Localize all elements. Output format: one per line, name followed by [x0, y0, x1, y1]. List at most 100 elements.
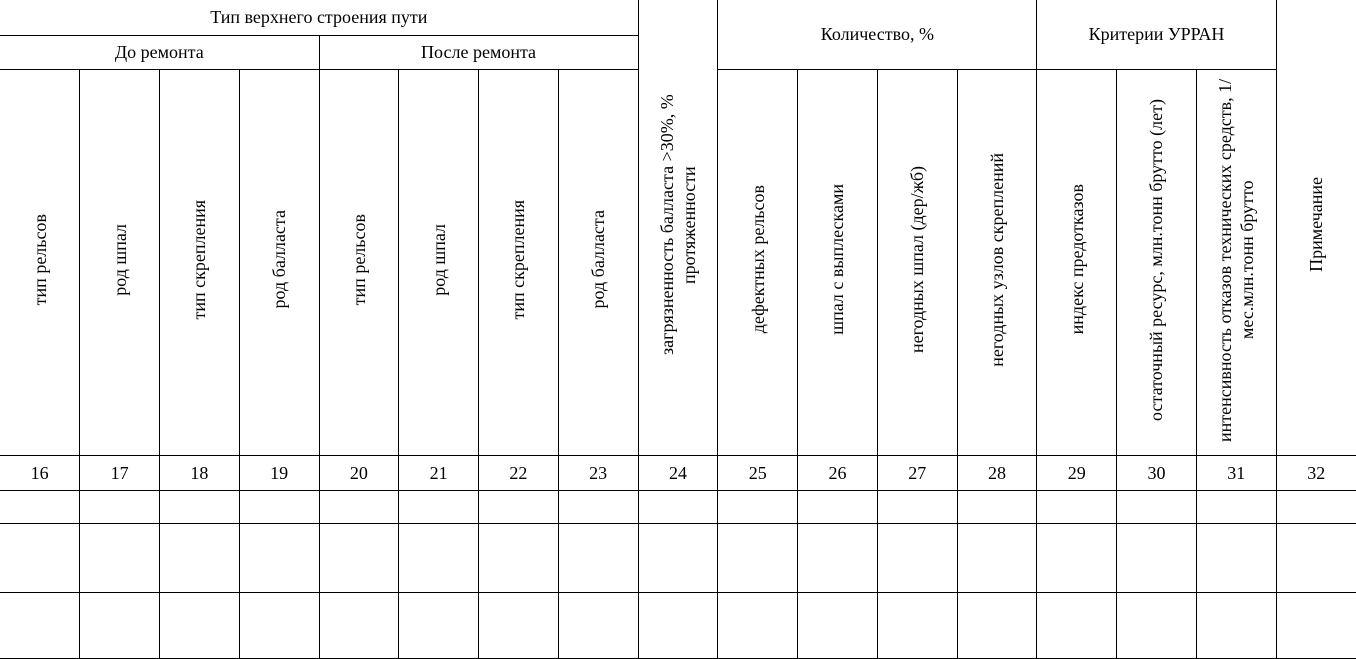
column-number: 27 — [876, 454, 958, 491]
empty-cell — [637, 522, 719, 593]
empty-cell — [238, 591, 320, 659]
column-label: шпал с выплесками — [827, 184, 848, 335]
column-cell: негодных шпал (дер/жб) — [876, 68, 958, 456]
column-number: 21 — [398, 454, 479, 491]
empty-cell — [557, 522, 639, 593]
empty-cell — [478, 489, 559, 524]
empty-cell — [797, 591, 878, 659]
group-title: Количество, % — [717, 0, 1038, 70]
empty-cell — [159, 522, 240, 593]
column-number: 17 — [79, 454, 160, 491]
empty-cell — [318, 591, 400, 659]
empty-cell — [0, 489, 81, 524]
column-label: негодных узлов скреплений — [986, 152, 1007, 367]
column-label: тип скрепления — [189, 199, 210, 320]
column-cell: род шпал — [79, 68, 160, 456]
column-cell: остаточный ресурс, млн.тонн брутто (лет) — [1116, 68, 1197, 456]
empty-cell — [398, 522, 479, 593]
empty-cell — [717, 522, 799, 593]
note-cell: Примечание — [1275, 0, 1356, 456]
column-label: род шпал — [109, 223, 130, 296]
column-cell: род шпал — [398, 68, 479, 456]
empty-cell — [79, 591, 160, 659]
column-cell: тип скрепления — [478, 68, 559, 456]
contamination-cell: загрязненность балласта >30%, % протяжен… — [637, 0, 719, 456]
column-label: негодных шпал (дер/жб) — [907, 165, 928, 354]
group-title: Тип верхнего строения пути — [0, 0, 639, 36]
column-cell: шпал с выплесками — [797, 68, 878, 456]
empty-cell — [1275, 591, 1356, 659]
column-label: дефектных рельсов — [747, 185, 768, 334]
empty-cell — [1275, 489, 1356, 524]
empty-cell — [717, 489, 799, 524]
column-label: индекс предотказов — [1066, 184, 1087, 335]
group-title: Критерии УРРАН — [1036, 0, 1277, 70]
column-cell: индекс предотказов — [1036, 68, 1118, 456]
empty-cell — [557, 489, 639, 524]
empty-cell — [1195, 489, 1277, 524]
column-cell: интенсивность отказов технических средст… — [1195, 68, 1277, 456]
column-number: 20 — [318, 454, 400, 491]
column-cell: дефектных рельсов — [717, 68, 799, 456]
column-number: 18 — [159, 454, 240, 491]
empty-cell — [956, 489, 1038, 524]
empty-cell — [1195, 522, 1277, 593]
column-number: 32 — [1275, 454, 1356, 491]
empty-cell — [398, 591, 479, 659]
empty-cell — [876, 489, 958, 524]
empty-cell — [1275, 522, 1356, 593]
empty-cell — [1195, 591, 1277, 659]
empty-cell — [876, 522, 958, 593]
group-title: После ремонта — [318, 34, 639, 70]
empty-cell — [1116, 591, 1197, 659]
column-number: 31 — [1195, 454, 1277, 491]
empty-cell — [478, 522, 559, 593]
column-label: Примечание — [1306, 177, 1327, 273]
column-number: 25 — [717, 454, 799, 491]
empty-cell — [0, 522, 81, 593]
empty-cell — [1116, 489, 1197, 524]
group-title: До ремонта — [0, 34, 320, 70]
column-cell: тип скрепления — [159, 68, 240, 456]
empty-cell — [956, 522, 1038, 593]
column-number: 28 — [956, 454, 1038, 491]
empty-cell — [637, 489, 719, 524]
column-label: тип рельсов — [29, 213, 50, 306]
empty-cell — [159, 591, 240, 659]
empty-cell — [717, 591, 799, 659]
empty-cell — [1036, 522, 1118, 593]
column-label: остаточный ресурс, млн.тонн брутто (лет) — [1146, 98, 1167, 421]
empty-cell — [159, 489, 240, 524]
empty-cell — [876, 591, 958, 659]
column-number: 24 — [637, 454, 719, 491]
column-number: 23 — [557, 454, 639, 491]
column-number: 29 — [1036, 454, 1118, 491]
column-number: 22 — [478, 454, 559, 491]
column-label: загрязненность балласта >30%, % протяжен… — [656, 94, 699, 356]
empty-cell — [238, 522, 320, 593]
column-number: 16 — [0, 454, 81, 491]
column-number: 26 — [797, 454, 878, 491]
empty-cell — [79, 489, 160, 524]
empty-cell — [0, 591, 81, 659]
column-cell: негодных узлов скреплений — [956, 68, 1038, 456]
empty-cell — [956, 591, 1038, 659]
column-label: род шпал — [428, 223, 449, 296]
empty-cell — [318, 489, 400, 524]
column-label: тип скрепления — [508, 199, 529, 320]
empty-cell — [1116, 522, 1197, 593]
empty-cell — [478, 591, 559, 659]
empty-cell — [1036, 489, 1118, 524]
empty-cell — [238, 489, 320, 524]
empty-cell — [557, 591, 639, 659]
column-cell: род балласта — [557, 68, 639, 456]
column-cell: тип рельсов — [0, 68, 81, 456]
column-label: род балласта — [269, 210, 290, 309]
column-label: тип рельсов — [348, 213, 369, 306]
column-cell: род балласта — [238, 68, 320, 456]
column-label: интенсивность отказов технических средст… — [1215, 77, 1258, 442]
column-label: род балласта — [588, 210, 609, 309]
empty-cell — [637, 591, 719, 659]
column-number: 30 — [1116, 454, 1197, 491]
